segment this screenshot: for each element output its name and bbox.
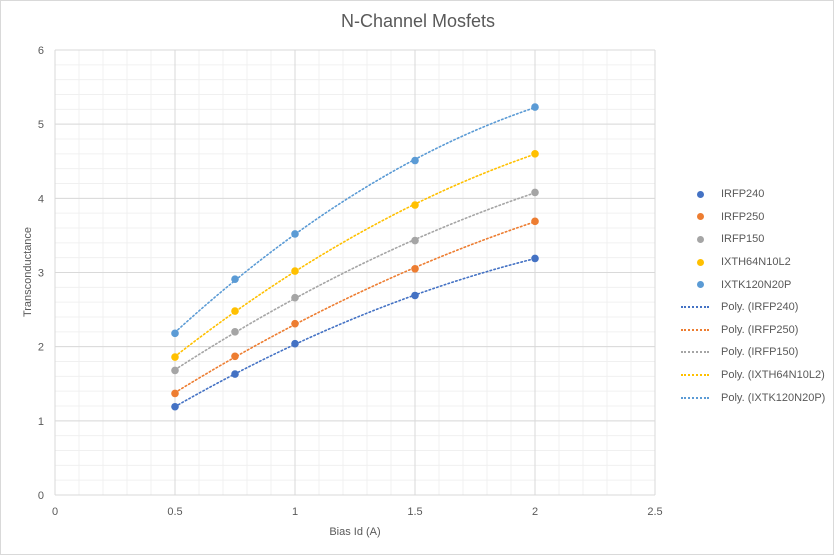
- data-point: [171, 353, 179, 361]
- major-gridlines: [54, 49, 656, 496]
- data-point: [171, 402, 179, 411]
- legend-label: IXTH64N10L2: [721, 256, 791, 269]
- data-point: [231, 307, 239, 315]
- data-point: [291, 293, 299, 302]
- trendline: [174, 220, 536, 394]
- data-point: [231, 275, 239, 283]
- x-tick-label: 1.5: [407, 506, 422, 518]
- legend-label: IRFP240: [721, 188, 765, 201]
- data-point: [291, 339, 299, 348]
- y-tick-label: 3: [38, 268, 44, 280]
- legend-label: IRFP250: [721, 210, 765, 223]
- x-tick-label: 1: [292, 506, 298, 518]
- legend-swatch: [681, 306, 709, 309]
- y-axis-title: Transconductance: [22, 227, 34, 317]
- legend-swatch: [681, 374, 709, 377]
- data-point: [531, 150, 539, 158]
- data-point: [411, 156, 419, 165]
- data-point: [291, 267, 299, 275]
- trendline: [174, 192, 536, 371]
- data-point: [411, 201, 419, 209]
- x-tick-label: 0: [52, 506, 58, 518]
- legend-label: Poly. (IRFP150): [721, 346, 799, 359]
- legend-marker: [681, 281, 715, 289]
- data-point: [411, 264, 419, 273]
- legend-item: IXTH64N10L2: [681, 251, 825, 274]
- data-points: [171, 103, 539, 411]
- y-tick-label: 0: [38, 490, 44, 502]
- legend-item: Poly. (IRFP150): [681, 341, 825, 364]
- legend-item: Poly. (IXTH64N10L2): [681, 364, 825, 387]
- data-point: [531, 103, 539, 111]
- data-point: [531, 217, 539, 226]
- legend-label: IRFP150: [721, 233, 765, 246]
- y-tick-label: 2: [38, 342, 44, 354]
- legend-item: Poly. (IRFP240): [681, 296, 825, 319]
- legend-marker: [681, 213, 715, 221]
- legend-line: [681, 396, 715, 399]
- legend-marker: [681, 235, 715, 243]
- data-point: [171, 329, 179, 338]
- legend-item: IRFP250: [681, 206, 825, 229]
- legend-label: Poly. (IRFP250): [721, 323, 799, 336]
- legend-swatch: [697, 281, 704, 289]
- legend-label: IXTK120N20P: [721, 278, 792, 291]
- data-point: [291, 319, 299, 328]
- y-tick-label: 1: [38, 416, 44, 428]
- legend-swatch: [697, 235, 704, 243]
- trendline: [174, 106, 536, 334]
- trendline: [174, 153, 536, 358]
- legend-swatch: [697, 213, 704, 221]
- x-tick-label: 0.5: [167, 506, 182, 518]
- legend-swatch: [681, 396, 709, 399]
- legend-item: Poly. (IRFP250): [681, 319, 825, 342]
- tick-labels: 0 0.5 1 1.5 2 2.5 0 1 2 3 4 5 6: [38, 45, 663, 518]
- legend-line: [681, 374, 715, 377]
- data-point: [171, 366, 179, 375]
- data-point: [291, 230, 299, 238]
- legend-item: IRFP150: [681, 228, 825, 251]
- data-point: [231, 352, 239, 361]
- data-point: [411, 291, 419, 300]
- legend-swatch: [697, 258, 704, 266]
- legend-line: [681, 328, 715, 331]
- legend-swatch: [697, 190, 704, 198]
- y-tick-label: 6: [38, 45, 44, 57]
- data-point: [411, 236, 419, 245]
- legend: IRFP240 IRFP250 IRFP150 IXTH64N10L2 IXTK120N…: [681, 183, 825, 409]
- chart-title: N-Channel Mosfets: [340, 11, 496, 31]
- legend-label: Poly. (IXTH64N10L2): [721, 369, 825, 382]
- legend-item: IRFP240: [681, 183, 825, 206]
- legend-line: [681, 306, 715, 309]
- legend-label: Poly. (IRFP240): [721, 301, 799, 314]
- legend-marker: [681, 190, 715, 198]
- legend-swatch: [681, 351, 709, 354]
- data-point: [531, 254, 539, 263]
- data-point: [231, 370, 239, 378]
- legend-label: Poly. (IXTK120N20P): [721, 391, 826, 404]
- data-point: [231, 328, 239, 336]
- legend-item: Poly. (IXTK120N20P): [681, 386, 825, 409]
- y-tick-label: 4: [38, 193, 44, 205]
- legend-line: [681, 351, 715, 354]
- trendline: [174, 257, 536, 408]
- x-tick-label: 2: [532, 506, 538, 518]
- y-tick-label: 5: [38, 119, 44, 131]
- x-axis-title: Bias Id (A): [329, 526, 380, 538]
- legend-item: IXTK120N20P: [681, 273, 825, 296]
- data-point: [531, 188, 539, 197]
- x-tick-label: 2.5: [647, 506, 662, 518]
- legend-marker: [681, 258, 715, 266]
- legend-swatch: [681, 328, 709, 331]
- data-point: [171, 389, 179, 398]
